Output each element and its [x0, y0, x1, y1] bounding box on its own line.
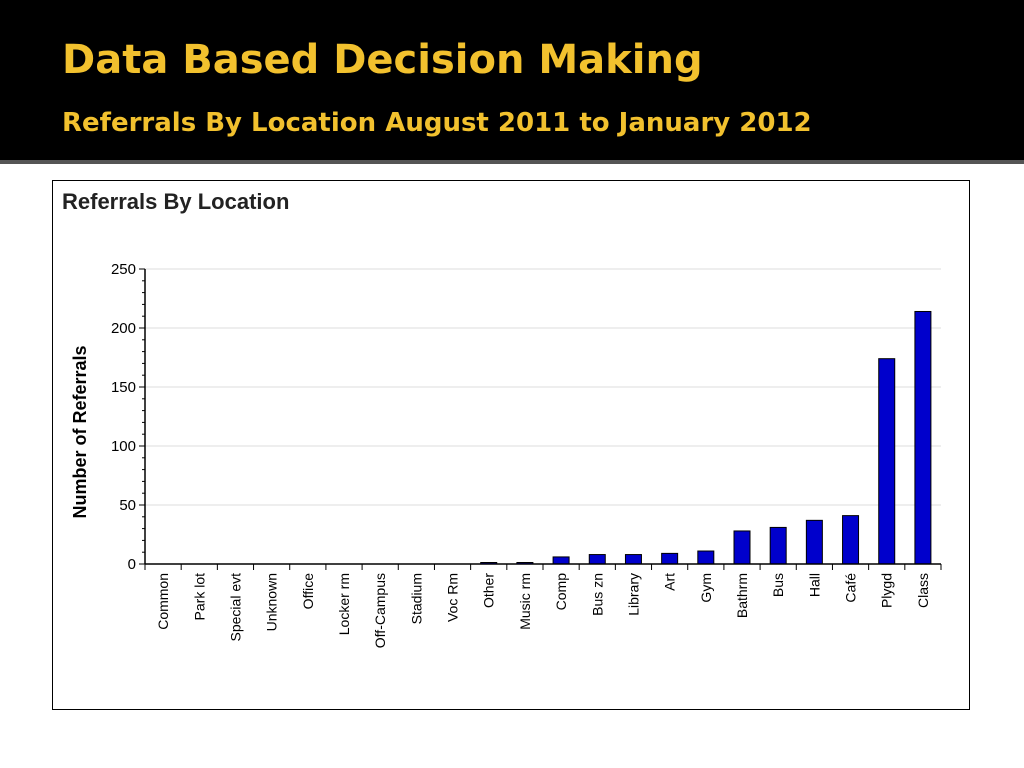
slide-title: Data Based Decision Making [62, 37, 703, 83]
y-ticks: 0 50 100 150 200 250 [111, 261, 145, 573]
x-ticks: Common Park lot Special evt Unknown Office Lo… [144, 564, 942, 648]
x-tick-label: Locker rm [336, 573, 352, 635]
x-tick-label: Office [300, 573, 316, 610]
y-tick-label: 0 [128, 556, 136, 573]
chart-panel: Referrals By Location Number of Referral… [52, 180, 970, 710]
bar [878, 358, 896, 565]
x-tick-label: Common [155, 573, 171, 630]
bar [624, 554, 642, 565]
x-tick-label: Off-Campus [372, 573, 388, 648]
bar [552, 556, 570, 565]
x-tick-label: Stadium [408, 573, 424, 624]
y-tick-label: 100 [111, 438, 136, 455]
chart-title: Referrals By Location [62, 189, 289, 214]
bar [733, 530, 751, 565]
x-tick-label: Voc Rm [445, 573, 461, 622]
x-tick-label: Special evt [227, 573, 243, 642]
bar [842, 515, 860, 565]
bar [661, 552, 679, 565]
y-tick-label: 250 [111, 261, 136, 278]
x-tick-label: Art [662, 573, 678, 591]
gridlines [145, 268, 941, 506]
x-tick-label: Music rm [517, 573, 533, 630]
bar [588, 554, 606, 565]
x-tick-label: Bathrm [734, 573, 750, 618]
bar [914, 310, 932, 565]
x-tick-label: Bus [770, 573, 786, 597]
axes [144, 269, 941, 565]
bar [697, 550, 715, 565]
bar [769, 526, 787, 565]
x-tick-label: Park lot [191, 573, 207, 621]
x-tick-label: Comp [553, 573, 569, 611]
y-tick-label: 150 [111, 379, 136, 396]
y-tick-label: 200 [111, 320, 136, 337]
x-tick-label: Plygd [879, 573, 895, 608]
bars [480, 310, 932, 565]
bar [805, 519, 823, 565]
x-tick-label: Gym [698, 573, 714, 603]
x-tick-label: Hall [806, 573, 822, 597]
x-tick-label: Library [625, 573, 641, 616]
x-tick-label: Café [843, 573, 859, 603]
header-divider [0, 160, 1024, 164]
slide-header [0, 0, 1024, 160]
bar-chart: Referrals By Location Number of Referral… [62, 189, 942, 648]
y-axis-label: Number of Referrals [70, 345, 90, 518]
x-tick-label: Bus zn [589, 573, 605, 616]
slide-subtitle: Referrals By Location August 2011 to Jan… [62, 108, 812, 138]
x-tick-label: Other [481, 573, 497, 608]
y-tick-label: 50 [119, 497, 136, 514]
x-tick-label: Unknown [264, 573, 280, 631]
x-tick-label: Class [915, 573, 931, 608]
